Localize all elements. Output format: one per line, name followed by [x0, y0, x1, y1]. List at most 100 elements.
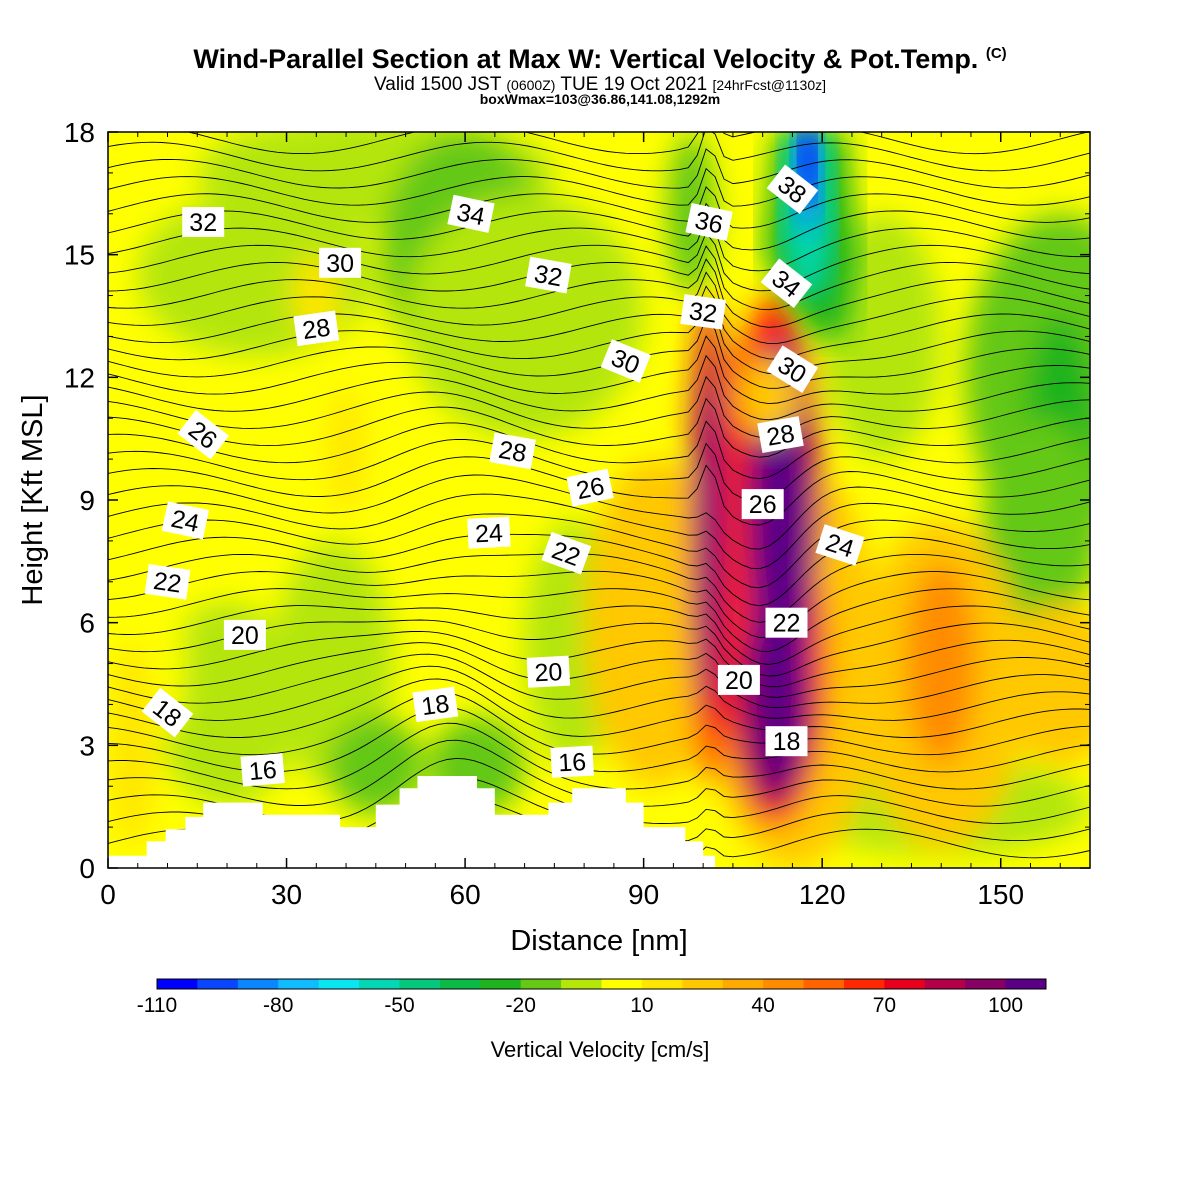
terrain-mask [108, 776, 716, 868]
theta-line-16 [108, 553, 1090, 623]
subtitle-utc: (0600Z) [506, 77, 556, 93]
x-tick-label: 90 [628, 879, 659, 910]
contour-label-13: 26 [566, 468, 614, 507]
theta-line-28 [108, 317, 1090, 389]
contour-label-bg [760, 258, 813, 309]
contour-label-text: 36 [692, 206, 725, 239]
colorbar-tick-label: -20 [506, 994, 536, 1017]
colorbar-tick-label: 100 [988, 994, 1023, 1017]
colorbar-swatch [318, 979, 360, 989]
contour-label-17: 18 [412, 686, 459, 723]
contour-label-bg [815, 524, 865, 566]
contour-label-1: 30 [319, 247, 362, 278]
y-tick-label: 18 [64, 117, 95, 148]
terrain [108, 776, 716, 868]
contour-label-bg [680, 294, 727, 330]
contour-label-bg [526, 655, 571, 688]
theta-line-10 [108, 642, 1090, 698]
subtitle-forecast: [24hrFcst@1130z] [712, 77, 826, 93]
field-blob-22 [1000, 602, 1090, 766]
theta-line-19 [108, 493, 1090, 570]
theta-line-39 [108, 148, 1090, 189]
contour-label-2: 28 [293, 310, 340, 347]
y-axis-label: Height [Kft MSL] [17, 394, 49, 605]
theta-line-13 [108, 605, 1090, 665]
contour-label-bg [600, 339, 651, 383]
contour-label-bg [766, 164, 819, 214]
colorbar-swatch [359, 979, 400, 989]
contour-label-bg [447, 194, 495, 233]
colorbar-swatch [722, 979, 764, 989]
y-tick-label: 15 [64, 240, 95, 271]
colorbar-swatch [480, 979, 522, 989]
theta-line-9 [108, 653, 1090, 709]
theta-line-6 [108, 692, 1090, 756]
colorbar-swatch [157, 979, 198, 989]
theta-line-31 [108, 271, 1090, 345]
contour-label-text: 32 [687, 297, 718, 329]
contour-label-text: 28 [301, 313, 332, 345]
colorbar-swatch [641, 979, 683, 989]
theta-line-35 [108, 217, 1090, 272]
colorbar-swatch [1005, 979, 1047, 989]
contour-label-bg [223, 619, 266, 650]
theta-line-38 [108, 167, 1090, 207]
copyright-mark: (C) [985, 45, 1007, 62]
contour-label-text: 24 [474, 519, 503, 548]
contour-label-text: 30 [326, 250, 354, 278]
subtitle-valid: Valid 1500 JST [374, 74, 502, 95]
contour-label-23: 24 [815, 524, 865, 566]
contour-label-bg [144, 564, 191, 600]
theta-line-36 [108, 202, 1090, 251]
contour-label-20: 32 [680, 294, 727, 330]
colorbar-swatch [924, 979, 966, 989]
x-tick-label: 30 [271, 879, 302, 910]
contour-label-text: 20 [534, 658, 563, 687]
contour-label-19: 36 [685, 202, 733, 242]
contour-label-22: 26 [741, 489, 784, 520]
y-tick-label: 9 [79, 485, 95, 516]
contour-label-text: 16 [558, 748, 587, 777]
contour-label-bg [717, 664, 760, 695]
contour-label-text: 18 [420, 690, 451, 722]
field-blob-17 [328, 389, 364, 513]
colorbar-tick-label: 70 [873, 994, 896, 1017]
x-tick-label: 60 [450, 879, 481, 910]
contour-label-21: 28 [757, 416, 804, 454]
contour-label-bg [240, 753, 285, 787]
chart-title: Wind-Parallel Section at Max W: Vertical… [0, 44, 1200, 75]
theta-line-15 [108, 570, 1090, 639]
contour-label-text: 20 [725, 667, 753, 695]
contour-label-15: 22 [541, 531, 592, 575]
contour-label-6: 20 [223, 619, 266, 650]
theta-line-33 [108, 245, 1090, 311]
contour-label-text: 22 [773, 610, 801, 638]
theta-line-25 [108, 375, 1090, 438]
field-blob-21 [905, 561, 977, 766]
contour-label-bg [550, 745, 594, 778]
contour-label-18: 16 [550, 745, 594, 778]
colorbar-swatch [601, 979, 643, 989]
colorbar-tick-label: -80 [263, 994, 293, 1017]
contour-label-25: 20 [717, 664, 760, 695]
contour-label-bg [541, 531, 592, 575]
contour-label-bg [741, 489, 784, 520]
contour-label-7: 18 [141, 687, 194, 738]
contour-labels: 3230282624222018163432302826242220181636… [141, 164, 865, 787]
contour-label-bg [489, 432, 536, 470]
subtitle-date: TUE 19 Oct 2021 [560, 74, 708, 95]
theta-line-7 [108, 678, 1090, 738]
contour-label-text: 34 [454, 198, 487, 231]
colorbar-swatch [237, 979, 279, 989]
theta-line-40 [108, 132, 1090, 172]
colorbar-tick-label: -110 [137, 994, 177, 1017]
field-blob-3 [405, 193, 644, 439]
contour-label-text: 16 [248, 756, 278, 786]
contour-label-26: 18 [765, 726, 808, 757]
contour-label-text: 24 [169, 505, 202, 538]
theta-line-30 [108, 285, 1090, 360]
contour-label-bg [412, 686, 459, 723]
contour-label-5: 22 [144, 564, 191, 600]
contour-label-text: 32 [189, 209, 217, 237]
